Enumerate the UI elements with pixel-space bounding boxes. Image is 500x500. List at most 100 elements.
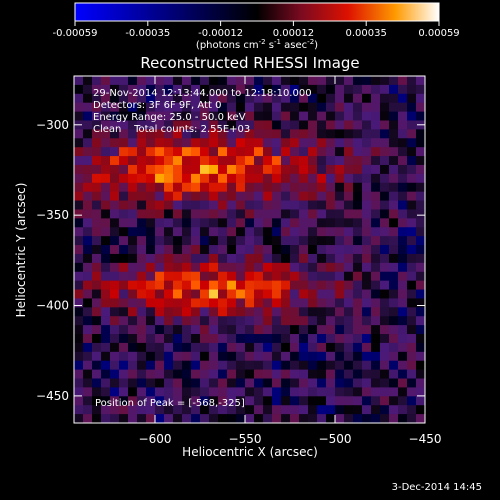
heatmap-cell xyxy=(344,209,354,219)
heatmap-cell xyxy=(290,164,300,175)
heatmap-cell xyxy=(272,253,282,264)
heatmap-cell xyxy=(155,378,165,389)
heatmap-cell xyxy=(290,147,300,157)
heatmap-cell xyxy=(416,129,425,139)
heatmap-cell xyxy=(182,227,192,237)
heatmap-cell xyxy=(209,76,219,86)
heatmap-cell xyxy=(308,298,318,308)
heatmap-cell xyxy=(371,164,381,175)
heatmap-cell xyxy=(83,369,93,380)
annotation-peak: Position of Peak = [-568,-325] xyxy=(95,398,245,409)
heatmap-cell xyxy=(389,147,399,157)
heatmap-cell xyxy=(308,307,318,317)
heatmap-cell xyxy=(263,191,273,202)
heatmap-cell xyxy=(290,209,300,219)
heatmap-cell xyxy=(389,120,399,130)
heatmap-cell xyxy=(326,209,336,219)
heatmap-cell xyxy=(254,191,264,202)
heatmap-cell xyxy=(155,387,165,397)
heatmap-cell xyxy=(137,342,147,353)
heatmap-cell xyxy=(263,120,273,130)
heatmap-cell xyxy=(416,378,425,389)
heatmap-cell xyxy=(83,138,93,148)
heatmap-cell xyxy=(110,218,120,228)
x-axis-ticks: −600 −550 −500 −450 xyxy=(139,76,441,446)
heatmap-cell xyxy=(137,93,147,104)
heatmap-cell xyxy=(308,129,318,139)
heatmap-cell xyxy=(344,120,354,130)
heatmap-cell xyxy=(416,164,425,175)
heatmap-cell xyxy=(191,191,201,202)
heatmap-cell xyxy=(119,253,129,264)
heatmap-cell xyxy=(119,93,129,104)
heatmap-cell xyxy=(353,378,363,389)
heatmap-cell xyxy=(74,209,84,219)
heatmap-cell xyxy=(110,280,120,291)
heatmap-cell xyxy=(128,360,138,371)
heatmap-cell xyxy=(254,396,264,406)
heatmap-cell xyxy=(218,236,228,246)
heatmap-cell xyxy=(74,182,84,193)
heatmap-cell xyxy=(281,84,291,95)
heatmap-cell xyxy=(326,129,336,139)
heatmap-cell xyxy=(317,325,327,335)
heatmap-cell xyxy=(74,378,84,389)
heatmap-cell xyxy=(74,191,84,202)
heatmap-cell xyxy=(380,334,390,344)
heatmap-cell xyxy=(83,351,93,362)
heatmap-cell xyxy=(389,325,399,335)
heatmap-cell xyxy=(164,200,174,211)
heatmap-cell xyxy=(344,84,354,95)
heatmap-cell xyxy=(200,360,210,371)
heatmap-cell xyxy=(209,414,219,423)
heatmap-cell xyxy=(326,378,336,389)
heatmap-cell xyxy=(209,164,219,175)
heatmap-cell xyxy=(371,173,381,184)
heatmap-cell xyxy=(146,360,156,371)
heatmap-cell xyxy=(236,342,246,353)
heatmap-cell xyxy=(137,76,147,86)
heatmap-cell xyxy=(173,209,183,219)
heatmap-cell xyxy=(236,253,246,264)
heatmap-cell xyxy=(83,262,93,273)
heatmap-cell xyxy=(101,182,111,193)
heatmap-cell xyxy=(101,334,111,344)
heatmap-cell xyxy=(317,111,327,122)
heatmap-cell xyxy=(236,396,246,406)
heatmap-cell xyxy=(83,129,93,139)
heatmap-cell xyxy=(164,120,174,130)
heatmap-cell xyxy=(290,360,300,371)
heatmap-cell xyxy=(164,245,174,255)
heatmap-cell xyxy=(281,227,291,237)
heatmap-cell xyxy=(74,298,84,308)
heatmap-cell xyxy=(173,120,183,130)
heatmap-cell xyxy=(299,307,309,317)
heatmap-cell xyxy=(407,253,417,264)
heatmap-cell xyxy=(407,280,417,291)
heatmap-cell xyxy=(371,271,381,282)
heatmap-cell xyxy=(146,342,156,353)
heatmap-cell xyxy=(353,147,363,157)
heatmap-cell xyxy=(362,164,372,175)
heatmap-cell xyxy=(137,218,147,228)
heatmap-cell xyxy=(101,378,111,389)
heatmap-cell xyxy=(209,200,219,211)
heatmap-cell xyxy=(371,182,381,193)
heatmap-cell xyxy=(137,111,147,122)
heatmap-cell xyxy=(146,191,156,202)
heatmap-cell xyxy=(344,253,354,264)
heatmap-cell xyxy=(146,200,156,211)
heatmap-cell xyxy=(263,147,273,157)
heatmap-cell xyxy=(317,378,327,389)
heatmap-cell xyxy=(182,405,192,415)
heatmap-cell xyxy=(227,280,237,291)
heatmap-cell xyxy=(155,191,165,202)
heatmap-cell xyxy=(218,369,228,380)
x-tick-label: −550 xyxy=(229,432,262,446)
heatmap-cell xyxy=(236,316,246,326)
heatmap-cell xyxy=(398,262,408,273)
heatmap-cell xyxy=(290,351,300,362)
heatmap-cell xyxy=(200,307,210,317)
heatmap-cell xyxy=(191,280,201,291)
heatmap-cell xyxy=(263,289,273,300)
